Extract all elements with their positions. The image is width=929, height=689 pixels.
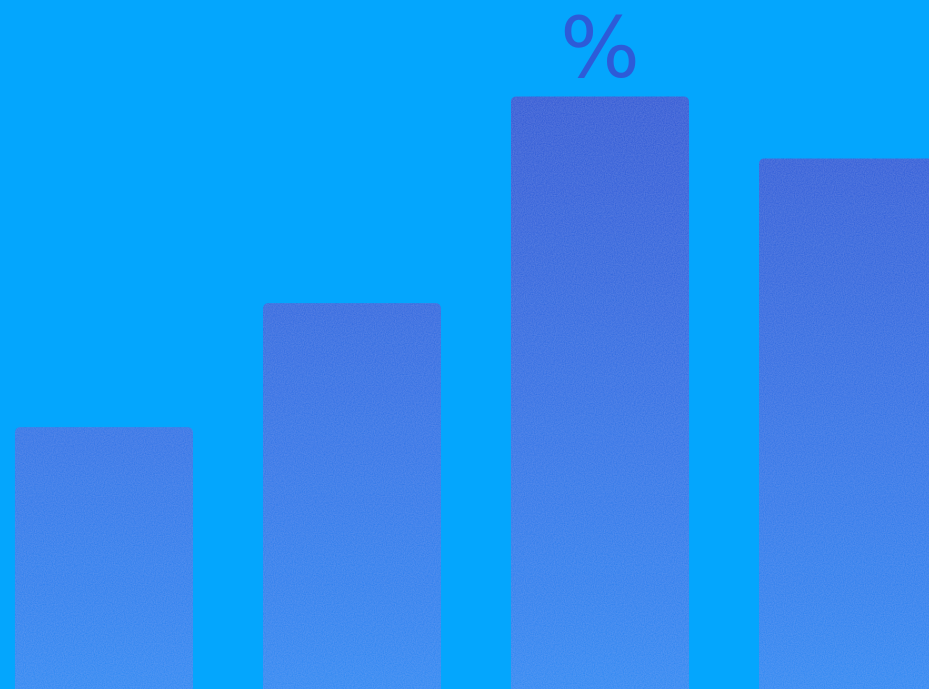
- bar-group: [15, 96, 929, 689]
- bar-2: [263, 303, 441, 689]
- percent-symbol: %: [560, 0, 640, 97]
- bar-3: [511, 96, 689, 689]
- bar-1: [15, 427, 193, 689]
- bar-4: [759, 158, 929, 689]
